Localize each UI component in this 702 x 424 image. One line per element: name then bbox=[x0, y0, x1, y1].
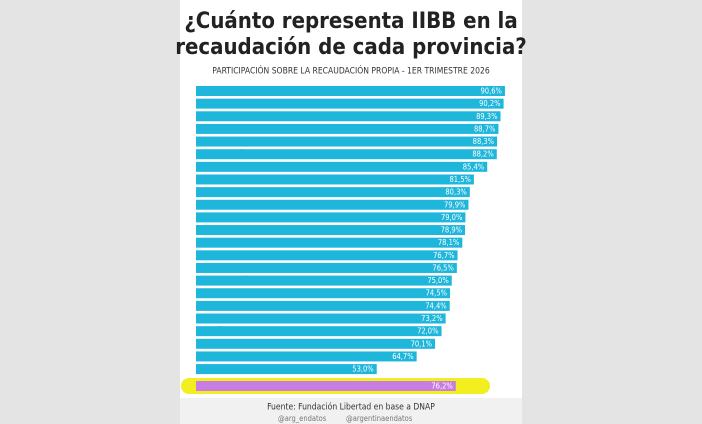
value-label: 79,9% bbox=[444, 200, 466, 209]
bar bbox=[196, 313, 446, 324]
handle: @arg_endatos bbox=[278, 414, 327, 423]
bar bbox=[196, 149, 497, 160]
chart-subtitle: PARTICIPACIÓN SOBRE LA RECAUDACIÓN PROPI… bbox=[212, 65, 490, 77]
value-label: 85,4% bbox=[463, 162, 485, 171]
bar bbox=[196, 174, 474, 185]
bar bbox=[196, 351, 417, 362]
value-label: 73,2% bbox=[421, 314, 443, 323]
bar bbox=[196, 161, 488, 172]
side-panel bbox=[0, 0, 180, 424]
bar bbox=[196, 212, 466, 223]
bar bbox=[196, 288, 451, 299]
bar bbox=[196, 111, 501, 122]
bar bbox=[196, 262, 457, 273]
value-label: 76,7% bbox=[433, 251, 455, 260]
bar bbox=[196, 187, 470, 198]
value-label: 76,5% bbox=[432, 263, 454, 272]
footer-band bbox=[180, 398, 522, 424]
bar bbox=[196, 275, 452, 286]
value-label: 90,6% bbox=[481, 87, 503, 96]
value-label: 78,1% bbox=[438, 238, 460, 247]
chart-title: recaudación de cada provincia? bbox=[175, 35, 527, 60]
value-label: 81,5% bbox=[449, 175, 471, 184]
value-label: 75,0% bbox=[427, 276, 449, 285]
bar bbox=[196, 326, 442, 337]
value-label: 89,3% bbox=[476, 112, 498, 121]
value-label: 88,7% bbox=[474, 124, 496, 133]
bar bbox=[196, 300, 450, 311]
value-label: 64,7% bbox=[392, 352, 414, 361]
value-label: 88,3% bbox=[473, 137, 495, 146]
source: Fuente: Fundación Libertad en base a DNA… bbox=[267, 402, 435, 413]
side-panel bbox=[522, 0, 702, 424]
bar bbox=[196, 199, 469, 210]
handle: @argentinaendatos bbox=[346, 414, 413, 423]
value-label: 72,0% bbox=[417, 327, 439, 336]
value-label: 74,4% bbox=[425, 301, 447, 310]
value-label: 78,9% bbox=[441, 226, 463, 235]
value-label: 74,5% bbox=[426, 289, 448, 298]
bar bbox=[196, 136, 498, 147]
bar bbox=[196, 225, 466, 236]
bar bbox=[196, 250, 458, 261]
bar bbox=[196, 364, 377, 375]
bar bbox=[196, 237, 463, 248]
value-label: 88,2% bbox=[472, 150, 494, 159]
value-label: 70,1% bbox=[411, 339, 433, 348]
value-label: 53,0% bbox=[352, 365, 374, 374]
value-label: 90,2% bbox=[479, 99, 501, 108]
value-label: 79,0% bbox=[441, 213, 463, 222]
bar bbox=[196, 98, 504, 109]
bar bbox=[196, 86, 505, 96]
chart-title: ¿Cuánto representa IIBB en la bbox=[184, 9, 517, 34]
value-label: 76,2% bbox=[431, 382, 453, 391]
value-label: 80,3% bbox=[445, 188, 467, 197]
bar bbox=[196, 123, 499, 134]
bar bbox=[196, 381, 456, 391]
bar bbox=[196, 338, 436, 349]
